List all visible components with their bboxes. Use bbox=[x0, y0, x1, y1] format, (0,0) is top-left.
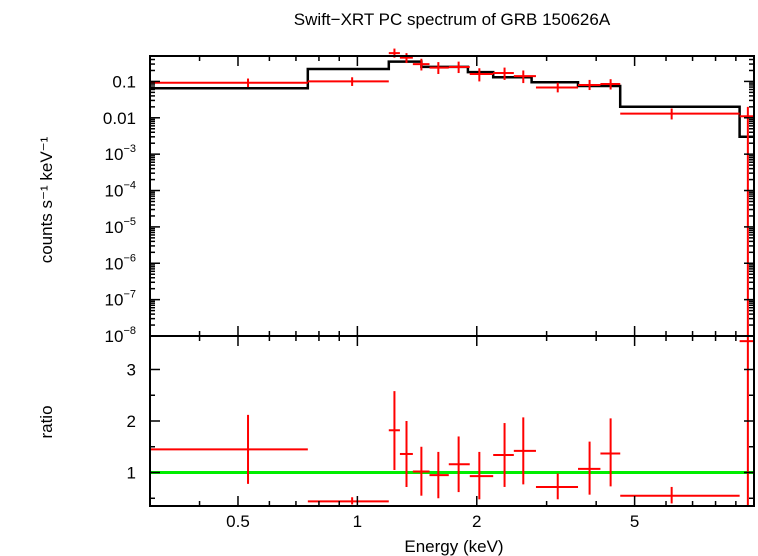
top-y-axis-label: counts s⁻¹ keV⁻¹ bbox=[37, 136, 56, 263]
top-panel-frame bbox=[149, 55, 755, 337]
ratio-point-7 bbox=[469, 451, 494, 500]
spectrum-point-6 bbox=[448, 61, 470, 74]
ratio-point-8 bbox=[493, 423, 514, 487]
ratio-point-11 bbox=[578, 441, 601, 495]
spectrum-point-0 bbox=[150, 78, 308, 88]
top-ytick-label: 10−8 bbox=[105, 325, 136, 346]
top-ytick-label: 0.1 bbox=[112, 72, 136, 91]
top-ytick-label: 10−4 bbox=[105, 180, 136, 201]
xtick-label: 2 bbox=[472, 512, 481, 531]
ratio-point-5 bbox=[429, 451, 449, 499]
spectrum-point-1 bbox=[307, 77, 389, 86]
ratio-point-1 bbox=[307, 497, 389, 505]
top-ytick-label: 10−3 bbox=[105, 143, 136, 164]
model-step-line bbox=[150, 60, 754, 139]
spectrum-point-7 bbox=[469, 68, 494, 82]
spectrum-point-11 bbox=[578, 79, 601, 91]
spectrum-point-4 bbox=[412, 58, 430, 71]
ratio-point-9 bbox=[513, 417, 536, 485]
ratio-point-12 bbox=[600, 418, 621, 487]
spectrum-point-3 bbox=[399, 53, 413, 64]
bottom-panel-frame bbox=[149, 335, 755, 507]
xtick-label: 0.5 bbox=[226, 512, 250, 531]
spectrum-point-12 bbox=[600, 79, 621, 90]
ratio-point-2 bbox=[388, 391, 400, 470]
spectrum-point-8 bbox=[493, 67, 514, 80]
xtick-label: 1 bbox=[353, 512, 362, 531]
bottom-y-axis-label: ratio bbox=[37, 405, 56, 438]
bottom-ytick-label: 1 bbox=[127, 464, 136, 483]
spectrum-point-9 bbox=[513, 70, 536, 84]
top-ytick-label: 10−7 bbox=[105, 289, 136, 310]
ratio-point-0 bbox=[150, 414, 308, 484]
top-ytick-label: 0.01 bbox=[103, 109, 136, 128]
top-ytick-label: 10−5 bbox=[105, 216, 136, 237]
chart-title: Swift−XRT PC spectrum of GRB 150626A bbox=[294, 10, 611, 29]
ratio-point-6 bbox=[448, 436, 470, 493]
bottom-panel: 1 2 3 0.5 1 2 5 bbox=[127, 335, 755, 531]
bottom-ytick-label: 3 bbox=[127, 360, 136, 379]
x-axis-label: Energy (keV) bbox=[404, 537, 503, 556]
ratio-point-3 bbox=[399, 421, 413, 487]
ratio-point-10 bbox=[535, 473, 579, 500]
ratio-point-4 bbox=[412, 446, 430, 496]
ratio-point-13 bbox=[620, 486, 740, 504]
xtick-label: 5 bbox=[630, 512, 639, 531]
spectrum-point-13 bbox=[620, 108, 740, 120]
bottom-ytick-label: 2 bbox=[127, 412, 136, 431]
spectrum-point-10 bbox=[535, 82, 579, 93]
top-panel: 0.1 0.01 10−3 10−4 10−5 10−6 10−7 10−8 bbox=[103, 48, 755, 346]
spectrum-point-14 bbox=[739, 106, 754, 336]
top-ytick-label: 10−6 bbox=[105, 252, 136, 273]
spectrum-point-5 bbox=[429, 62, 449, 74]
